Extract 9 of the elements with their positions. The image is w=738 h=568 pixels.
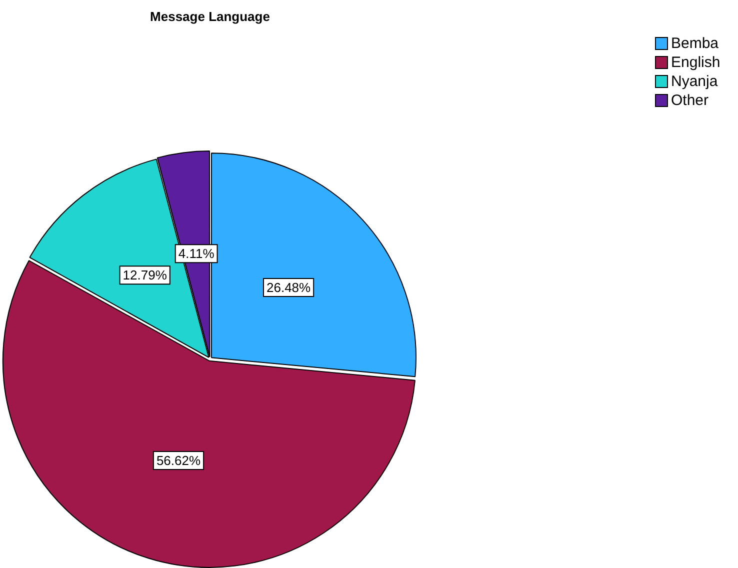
data-label: 12.79% (122, 268, 168, 283)
legend-label: Other (671, 92, 709, 109)
legend-label: Nyanja (671, 73, 718, 90)
data-label: 26.48% (266, 280, 312, 296)
chart-title: Message Language (149, 9, 271, 24)
data-label: 4.11% (178, 246, 215, 262)
data-label: 56.62% (156, 453, 201, 468)
legend-label: Bemba (671, 35, 719, 52)
legend-label: English (671, 54, 720, 71)
